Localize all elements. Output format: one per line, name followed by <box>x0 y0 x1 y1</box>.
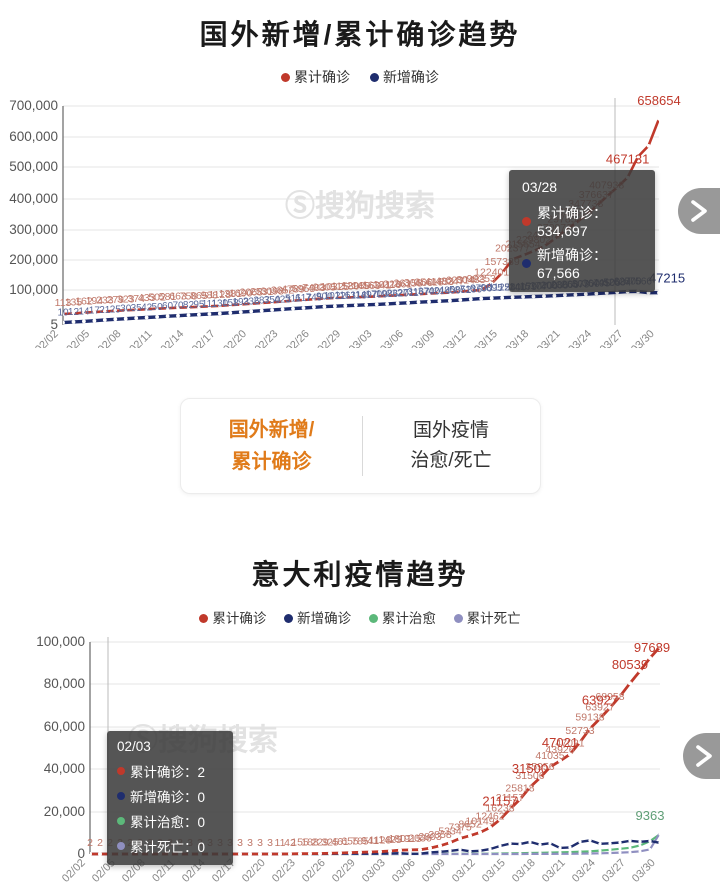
svg-text:25818: 25818 <box>505 782 534 794</box>
svg-text:Ⓢ搜狗搜索: Ⓢ搜狗搜索 <box>285 190 435 223</box>
svg-text:63927: 63927 <box>582 692 618 707</box>
svg-text:03/06: 03/06 <box>378 328 406 348</box>
svg-text:03/12: 03/12 <box>450 857 478 882</box>
svg-text:02/23: 02/23 <box>252 328 280 348</box>
svg-text:03/27: 03/27 <box>600 857 628 882</box>
svg-text:9363: 9363 <box>636 808 665 823</box>
svg-text:03/21: 03/21 <box>540 857 568 882</box>
svg-text:03/27: 03/27 <box>598 328 626 348</box>
svg-text:60,000: 60,000 <box>44 719 85 734</box>
svg-text:3: 3 <box>237 837 243 849</box>
svg-text:03/18: 03/18 <box>503 328 531 348</box>
svg-text:03/15: 03/15 <box>480 857 508 882</box>
svg-text:03/21: 03/21 <box>535 328 563 348</box>
svg-text:658654: 658654 <box>637 93 680 108</box>
svg-text:200,000: 200,000 <box>9 252 58 267</box>
svg-text:03/24: 03/24 <box>566 328 594 348</box>
svg-text:31500: 31500 <box>512 761 548 776</box>
svg-text:21157: 21157 <box>482 794 517 809</box>
svg-text:02/23: 02/23 <box>270 857 298 882</box>
svg-text:122401: 122401 <box>474 266 509 278</box>
svg-text:97689: 97689 <box>634 640 670 655</box>
svg-text:02/20: 02/20 <box>240 857 268 882</box>
svg-text:47021: 47021 <box>542 735 578 750</box>
svg-text:02/26: 02/26 <box>284 328 312 348</box>
svg-text:02/29: 02/29 <box>330 857 358 882</box>
svg-text:500,000: 500,000 <box>9 159 58 174</box>
svg-text:02/17: 02/17 <box>190 328 218 348</box>
svg-text:03/03: 03/03 <box>347 328 375 348</box>
svg-text:20,000: 20,000 <box>44 804 85 819</box>
svg-text:80539: 80539 <box>612 657 648 672</box>
svg-text:03/09: 03/09 <box>409 328 437 348</box>
svg-text:02/11: 02/11 <box>127 328 154 348</box>
svg-text:700,000: 700,000 <box>9 98 58 113</box>
svg-text:600,000: 600,000 <box>9 129 58 144</box>
svg-text:02/08: 02/08 <box>96 328 124 348</box>
svg-text:03/30: 03/30 <box>629 328 657 348</box>
svg-text:03/18: 03/18 <box>510 857 538 882</box>
svg-text:02/20: 02/20 <box>221 328 249 348</box>
svg-text:3: 3 <box>247 837 253 849</box>
svg-text:03/24: 03/24 <box>570 857 598 882</box>
svg-text:03/09: 03/09 <box>420 857 448 882</box>
svg-text:2: 2 <box>97 837 103 849</box>
svg-text:467131: 467131 <box>606 152 649 167</box>
svg-text:03/06: 03/06 <box>390 857 418 882</box>
svg-text:300,000: 300,000 <box>9 222 58 237</box>
svg-text:3: 3 <box>267 837 273 849</box>
svg-text:02/26: 02/26 <box>300 857 328 882</box>
svg-text:03/15: 03/15 <box>472 328 500 348</box>
svg-text:03/30: 03/30 <box>630 857 658 882</box>
svg-text:400,000: 400,000 <box>9 191 58 206</box>
svg-text:3: 3 <box>257 837 263 849</box>
svg-text:100,000: 100,000 <box>9 282 58 297</box>
svg-text:100,000: 100,000 <box>36 634 85 649</box>
svg-text:80,000: 80,000 <box>44 676 85 691</box>
svg-text:40,000: 40,000 <box>44 761 85 776</box>
svg-text:03/12: 03/12 <box>441 328 469 348</box>
svg-text:2: 2 <box>87 837 93 849</box>
svg-text:02/29: 02/29 <box>315 328 343 348</box>
svg-text:02/05: 02/05 <box>64 328 92 348</box>
svg-text:03/03: 03/03 <box>360 857 388 882</box>
svg-text:02/14: 02/14 <box>158 328 186 348</box>
